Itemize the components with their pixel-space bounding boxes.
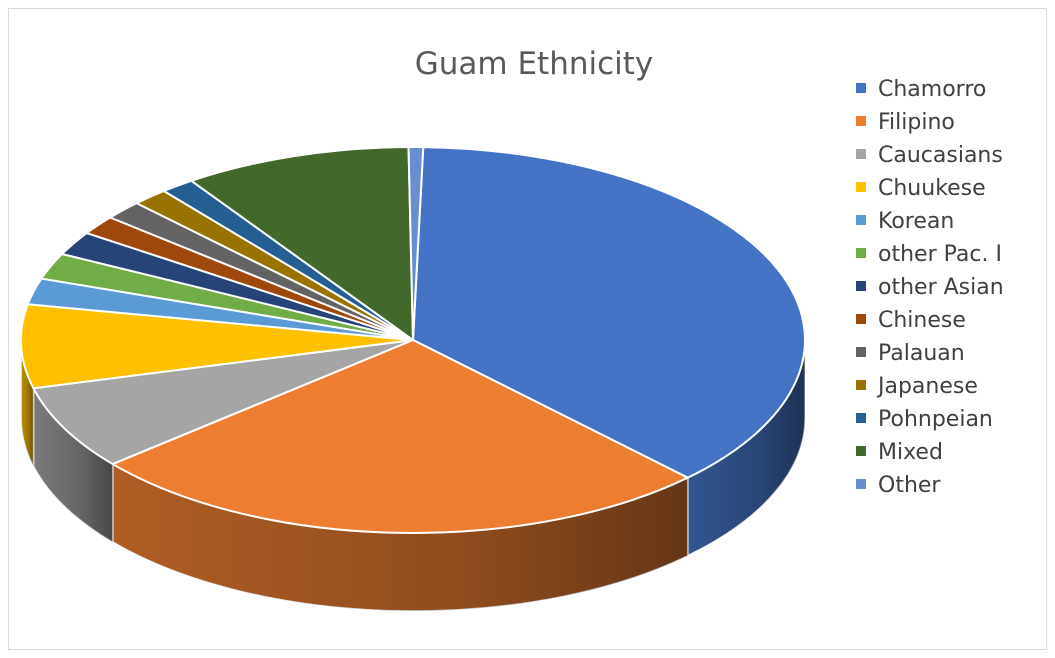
slice-chuukese [20, 303, 414, 390]
legend-item-filipino: Filipino [856, 110, 955, 135]
legend-swatch [856, 116, 866, 126]
slice-side-shade-filipino [112, 464, 688, 611]
legend-item-other-asian: other Asian [856, 275, 1004, 300]
legend-item-chuukese: Chuukese [856, 176, 986, 201]
legend-item-other-pac-i: other Pac. I [856, 242, 1002, 267]
legend-item-chamorro: Chamorro [856, 77, 986, 102]
legend-label: Chinese [878, 308, 966, 333]
pie-sides [20, 339, 806, 612]
legend-label: Chuukese [878, 176, 986, 201]
legend-label: Palauan [878, 341, 965, 366]
pie-slices [20, 146, 807, 534]
chart-title: Guam Ethnicity [415, 46, 654, 82]
legend-swatch [856, 479, 866, 489]
legend-swatch [856, 446, 866, 456]
legend-label: Mixed [878, 440, 943, 465]
legend-item-japanese: Japanese [856, 374, 978, 399]
legend-item-other: Other [856, 473, 941, 498]
legend-label: Japanese [876, 374, 978, 399]
legend-label: Chamorro [878, 77, 986, 102]
legend: Chamorro Filipino Caucasians Chuukese Korean… [856, 77, 1004, 498]
legend-item-chinese: Chinese [856, 308, 966, 333]
legend-item-caucasians: Caucasians [856, 143, 1003, 168]
legend-swatch [856, 215, 866, 225]
legend-item-mixed: Mixed [856, 440, 943, 465]
legend-label: Caucasians [878, 143, 1003, 168]
legend-label: other Pac. I [878, 242, 1002, 267]
legend-swatch [856, 83, 866, 93]
legend-item-palauan: Palauan [856, 341, 965, 366]
legend-item-pohnpeian: Pohnpeian [856, 407, 993, 432]
slice-filipino [111, 339, 689, 534]
slice-mixed [190, 146, 414, 341]
slice-other [407, 146, 425, 341]
slice-caucasians [32, 339, 414, 466]
legend-swatch [856, 281, 866, 291]
slice-side-shade-chuukese [21, 340, 34, 467]
legend-label: other Asian [878, 275, 1004, 300]
slice-chamorro [412, 146, 807, 479]
slice-side-shade-caucasians [33, 388, 113, 543]
legend-swatch [856, 347, 866, 357]
legend-swatch [856, 314, 866, 324]
legend-label: Pohnpeian [878, 407, 993, 432]
legend-swatch [856, 182, 866, 192]
legend-swatch [856, 149, 866, 159]
slice-side-shade-chamorro [687, 340, 805, 556]
legend-label: Korean [878, 209, 954, 234]
legend-swatch [856, 248, 866, 258]
legend-item-korean: Korean [856, 209, 954, 234]
legend-label: Other [878, 473, 941, 498]
legend-label: Filipino [878, 110, 955, 135]
legend-swatch [856, 380, 866, 390]
legend-swatch [856, 413, 866, 423]
